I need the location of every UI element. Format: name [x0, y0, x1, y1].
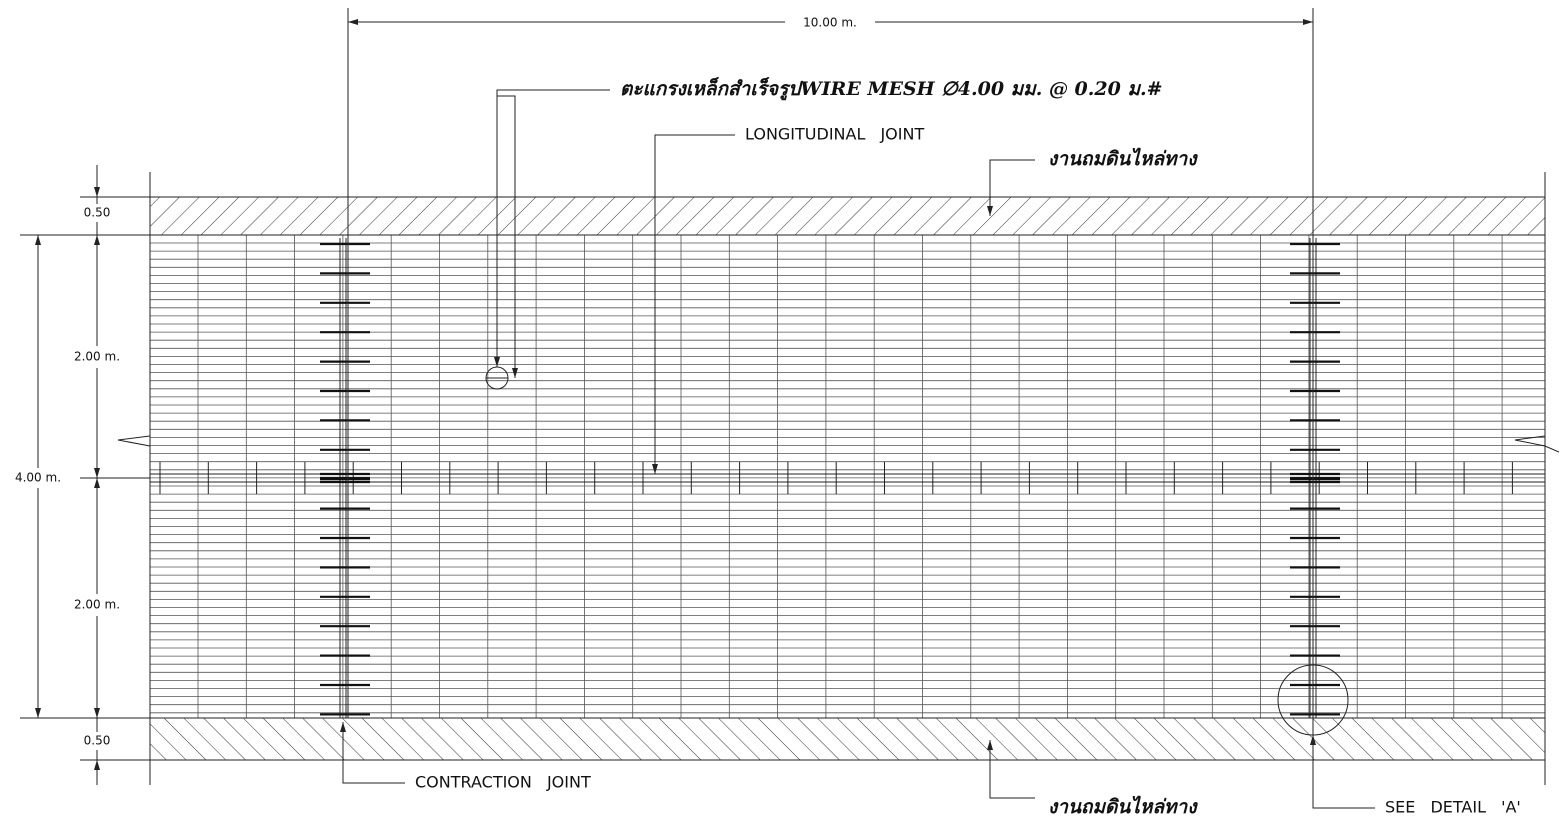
- break-right: [1514, 435, 1559, 453]
- shoulder-label: งานถมดินไหล่ทาง: [1048, 147, 1198, 170]
- leader: [340, 722, 405, 784]
- leader: [987, 159, 1035, 216]
- label-bg: [60, 204, 120, 222]
- leader: [494, 89, 610, 367]
- dimension-label: 2.00 m.: [74, 598, 120, 612]
- label-bg: [60, 732, 120, 750]
- tie-bars: [159, 462, 1513, 494]
- wire-mesh-label: ตะแกรงเหล็กสำเร็จรูปWIRE MESH ∅4.00 มม. …: [620, 77, 1163, 101]
- dimension-label: 10.00 m.: [803, 16, 857, 30]
- dimension-label: 4.00 m.: [15, 471, 61, 485]
- dimension-label: 2.00 m.: [74, 350, 120, 364]
- label-bg: [60, 346, 130, 368]
- joint-label: CONTRACTION JOINT: [415, 773, 591, 792]
- wire-mesh: [150, 235, 1545, 718]
- leader: [652, 134, 735, 474]
- label-bg: [60, 594, 130, 616]
- detail-label: SEE DETAIL 'A': [1385, 798, 1521, 817]
- leader: [1310, 735, 1375, 809]
- dimension-label: 0.50: [84, 734, 111, 748]
- label-bg: [5, 468, 70, 488]
- leader: [987, 740, 1035, 799]
- dimension-label: 0.50: [84, 206, 111, 220]
- joint-label: LONGITUDINAL JOINT: [745, 125, 924, 144]
- contraction-joints: [320, 238, 1340, 718]
- leader: [497, 95, 518, 378]
- shoulder-label: งานถมดินไหล่ทาง: [1048, 795, 1198, 818]
- shoulder-top: [149, 196, 1546, 236]
- shoulder-bottom: [149, 717, 1546, 761]
- break-left: [117, 435, 151, 447]
